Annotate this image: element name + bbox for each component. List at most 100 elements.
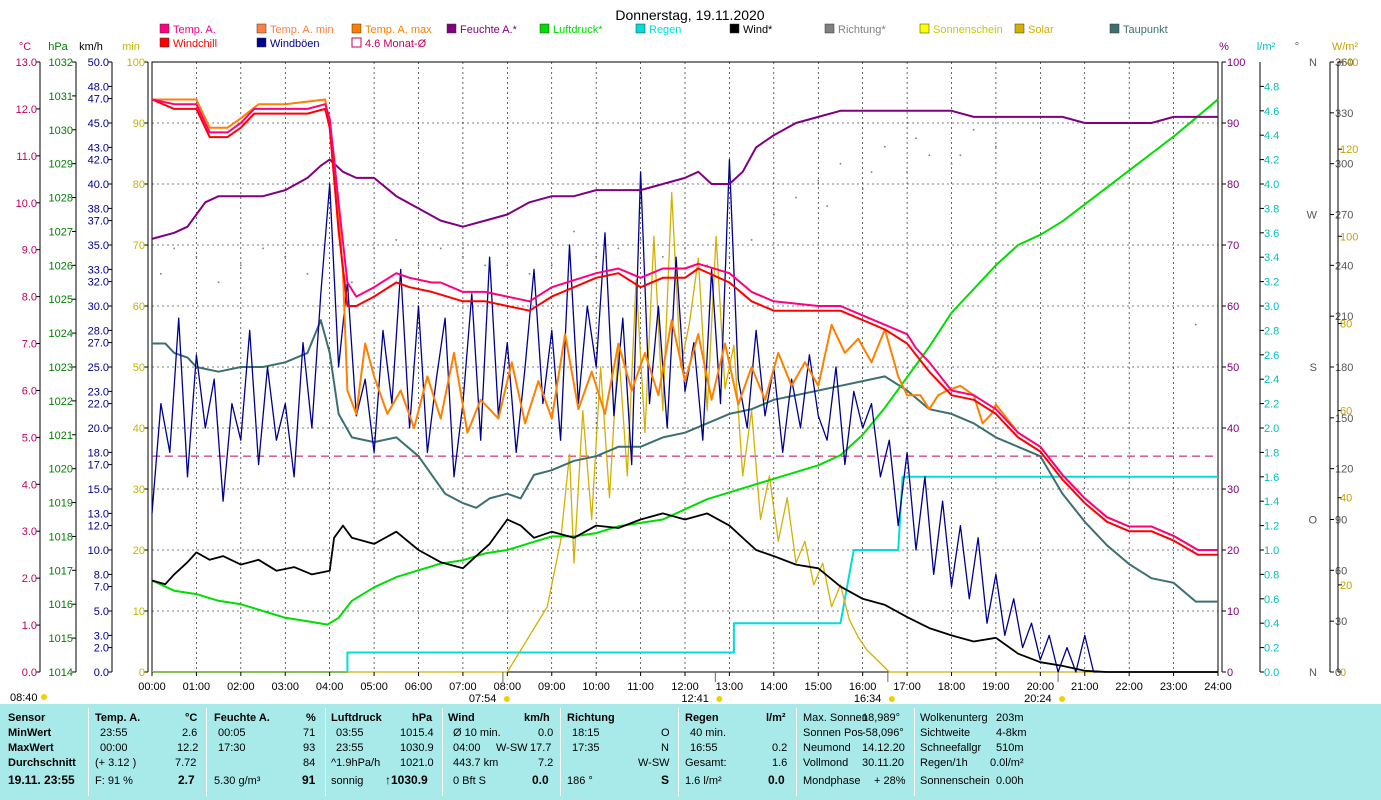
temp-tick-label: 12.0	[16, 104, 37, 116]
panel-visibility-value: 4-8km	[996, 727, 1027, 739]
panel-temp-head: Temp. A.	[95, 712, 141, 724]
panel-cloudbase-value: 203m	[996, 712, 1024, 724]
kmh-tick-label: 3.0	[94, 630, 109, 642]
panel-pressure-current: ↑1030.9	[385, 773, 428, 787]
deg-tick-label: 30	[1335, 616, 1347, 628]
deg-direction-label: O	[1308, 515, 1317, 527]
legend-swatch	[351, 37, 362, 48]
min-unit-label: min	[122, 41, 140, 53]
pct-tick-label: 40	[1227, 423, 1239, 435]
wind-direction-point	[284, 256, 287, 258]
hpa-tick-label: 1026	[49, 260, 73, 272]
kmh-tick-label: 23.0	[88, 386, 109, 398]
panel-newmoon-value: 14.12.20	[862, 742, 905, 754]
rain-tick-label: 0.4	[1264, 618, 1279, 630]
panel-pressure-forecast: sonnig	[331, 775, 364, 787]
wind-direction-point	[240, 264, 242, 267]
legend-entry: Temp. A.	[173, 24, 216, 36]
min-tick-label: 80	[133, 179, 145, 191]
wind-direction-point	[750, 239, 753, 241]
legend-swatch	[159, 23, 170, 34]
rain-tick-label: 1.6	[1264, 472, 1279, 484]
deg-tick-label: 150	[1335, 413, 1353, 425]
deg-direction-label: N	[1309, 667, 1317, 679]
deg-direction-label: S	[1310, 362, 1317, 374]
legend-swatch	[256, 23, 267, 34]
wind-direction-point	[1194, 323, 1197, 326]
legend-entry: Windchill	[173, 38, 217, 50]
panel-temp-current: 2.7	[178, 773, 195, 787]
temp-tick-label: 3.0	[22, 526, 37, 538]
min-tick-label: 20	[133, 545, 145, 557]
series-line-temp-a-max	[152, 98, 1218, 551]
x-tick-label: 21:00	[1071, 681, 1099, 693]
kmh-tick-label: 15.0	[88, 484, 109, 496]
rain-tick-label: 2.0	[1264, 423, 1279, 435]
pct-tick-label: 80	[1227, 179, 1239, 191]
legend-swatch	[824, 23, 835, 34]
temp-tick-label: 0.0	[22, 667, 37, 679]
x-tick-label: 00:00	[138, 681, 166, 693]
legend-swatch	[256, 37, 267, 48]
legend-swatch	[446, 23, 457, 34]
wind-direction-point	[795, 196, 797, 199]
panel-newmoon-label: Neumond	[803, 742, 851, 754]
kmh-tick-label: 38.0	[88, 203, 109, 215]
panel-rain-current: 0.0	[768, 773, 785, 787]
panel-humidity-avg-value: 84	[303, 757, 316, 769]
series-line-luftdruck-	[151, 98, 1219, 626]
wind-direction-point	[950, 162, 953, 165]
panel-direction-current: S	[661, 773, 670, 787]
min-tick-label: 30	[133, 484, 145, 496]
panel-rain-total-label: Gesamt:	[685, 757, 727, 769]
wind-direction-point	[817, 179, 820, 182]
pct-tick-label: 70	[1227, 240, 1239, 252]
kmh-tick-label: 40.0	[88, 179, 109, 191]
wind-direction-point	[995, 145, 997, 148]
x-tick-label: 23:00	[1160, 681, 1188, 693]
rain-tick-label: 3.6	[1264, 228, 1279, 240]
kmh-tick-label: 42.0	[88, 155, 109, 167]
temp-tick-label: 8.0	[22, 292, 37, 304]
pct-tick-label: 20	[1227, 545, 1239, 557]
panel-wind-unit: km/h	[524, 712, 550, 724]
legend-swatch	[159, 37, 170, 48]
wind-direction-point	[870, 171, 873, 173]
solar-tick-label: 100	[1340, 231, 1358, 243]
legend-entry: Temp. A. max	[365, 24, 432, 36]
panel-pressure-unit: hPa	[412, 712, 433, 724]
rain-tick-label: 0.6	[1264, 594, 1279, 606]
solar-tick-label: 80	[1340, 318, 1352, 330]
deg-tick-label: 300	[1335, 159, 1353, 171]
panel-wind-max-time: 04:00	[453, 742, 481, 754]
panel-wind-bft: 0 Bft S	[453, 775, 487, 787]
kmh-tick-label: 27.0	[88, 338, 109, 350]
legend-swatch	[1109, 23, 1120, 34]
kmh-tick-label: 50.0	[88, 57, 109, 69]
kmh-tick-label: 18.0	[88, 447, 109, 459]
kmh-tick-label: 8.0	[94, 569, 109, 581]
temp-tick-label: 10.0	[16, 198, 37, 210]
series-line-temp-a-	[151, 98, 1218, 551]
hpa-tick-label: 1018	[49, 531, 73, 543]
x-tick-label: 16:00	[849, 681, 877, 693]
panel-wind-max-dir: W-SW	[496, 742, 528, 754]
panel-humidity-current: 91	[302, 773, 316, 787]
solar-tick-label: 40	[1340, 493, 1352, 505]
sun-icon	[1059, 696, 1066, 702]
x-tick-label: 04:00	[316, 681, 344, 693]
kmh-tick-label: 45.0	[88, 118, 109, 130]
panel-temp-avg-value: 7.72	[175, 757, 197, 769]
deg-tick-label: 0	[1335, 667, 1341, 679]
min-tick-label: 90	[133, 118, 145, 130]
hpa-tick-label: 1028	[49, 193, 73, 205]
solar-tick-label: 0	[1340, 667, 1346, 679]
legend-swatch	[729, 23, 740, 34]
panel-pressure-head: Luftdruck	[331, 712, 382, 724]
kmh-tick-label: 12.0	[88, 521, 109, 533]
min-tick-label: 70	[133, 240, 145, 252]
kmh-tick-label: 22.0	[88, 399, 109, 411]
pct-tick-label: 30	[1227, 484, 1239, 496]
hpa-tick-label: 1024	[49, 328, 73, 340]
panel-humidity-min-time: 00:05	[218, 727, 246, 739]
